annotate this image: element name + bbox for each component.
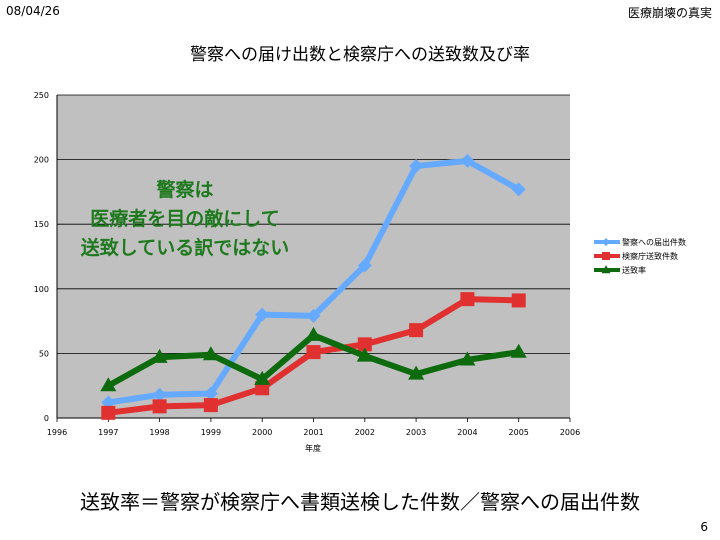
data-point (101, 405, 116, 420)
slide-date: 08/04/26 (6, 4, 60, 18)
x-tick-label: 1996 (47, 428, 67, 437)
footnote: 送致率＝警察が検察庁へ書類送検した件数／警察への届出件数 (80, 490, 640, 514)
x-tick-label: 2004 (457, 428, 477, 437)
data-point (152, 387, 167, 402)
x-tick-label: 2003 (406, 428, 426, 437)
annotation-line-1: 警察は (156, 179, 214, 201)
annotation-line-2: 医療者を目の敵にして (90, 208, 280, 230)
x-axis-label: 年度 (305, 443, 321, 453)
x-tick-label: 2000 (252, 428, 272, 437)
series-layer (100, 153, 527, 420)
data-point (305, 326, 322, 341)
data-point (409, 159, 424, 174)
data-point (460, 153, 475, 168)
chart-title: 警察への届け出数と検察庁への送致数及び率 (190, 45, 530, 65)
data-point (203, 398, 218, 413)
data-point (202, 346, 219, 361)
slide-header-title: 医療崩壊の真実 (627, 6, 712, 20)
y-tick-label: 150 (34, 220, 49, 229)
data-point (203, 386, 218, 401)
x-tick-label: 1999 (201, 428, 221, 437)
data-point (409, 323, 424, 338)
legend-label: 送致率 (622, 265, 646, 275)
line-chart: 0 50 100 150 200 250 1996 1997 1998 1999 2000 2001 2… (34, 91, 686, 453)
legend-label: 検察庁送致件数 (622, 251, 678, 261)
data-point (356, 347, 373, 362)
data-point (511, 182, 526, 197)
series-2 (100, 326, 527, 392)
legend-label: 警察への届出件数 (622, 237, 686, 247)
x-tick-label: 2001 (303, 428, 323, 437)
legend-marker (602, 252, 610, 260)
x-tick-label: 2006 (560, 428, 580, 437)
y-tick-label: 250 (34, 91, 49, 100)
data-point (100, 377, 117, 392)
data-point (151, 348, 168, 363)
x-tick-label: 1998 (149, 428, 169, 437)
series-1 (101, 292, 526, 420)
y-tick-label: 200 (34, 156, 49, 165)
data-point (254, 370, 271, 385)
legend-marker (602, 238, 610, 246)
data-point (459, 351, 476, 366)
data-point (152, 399, 167, 414)
data-point (511, 293, 526, 308)
series-0 (101, 153, 526, 410)
y-tick-label: 100 (34, 285, 49, 294)
data-point (460, 292, 475, 307)
data-point (408, 365, 425, 380)
y-tick-label: 0 (44, 414, 49, 423)
x-tick-label: 2002 (355, 428, 375, 437)
data-point (306, 308, 321, 323)
page-number: 6 (700, 520, 708, 534)
data-point (510, 343, 527, 358)
legend-marker (601, 265, 611, 274)
data-point (357, 337, 372, 352)
x-tick-label: 2005 (509, 428, 529, 437)
annotation-line-3: 送致している訳ではない (80, 237, 290, 259)
data-point (306, 345, 321, 360)
x-tick-label: 1997 (98, 428, 118, 437)
y-tick-label: 50 (39, 349, 49, 358)
tick-labels: 0 50 100 150 200 250 1996 1997 1998 1999 2000 2001 2… (34, 91, 580, 437)
data-point (255, 307, 270, 322)
data-point (357, 258, 372, 273)
